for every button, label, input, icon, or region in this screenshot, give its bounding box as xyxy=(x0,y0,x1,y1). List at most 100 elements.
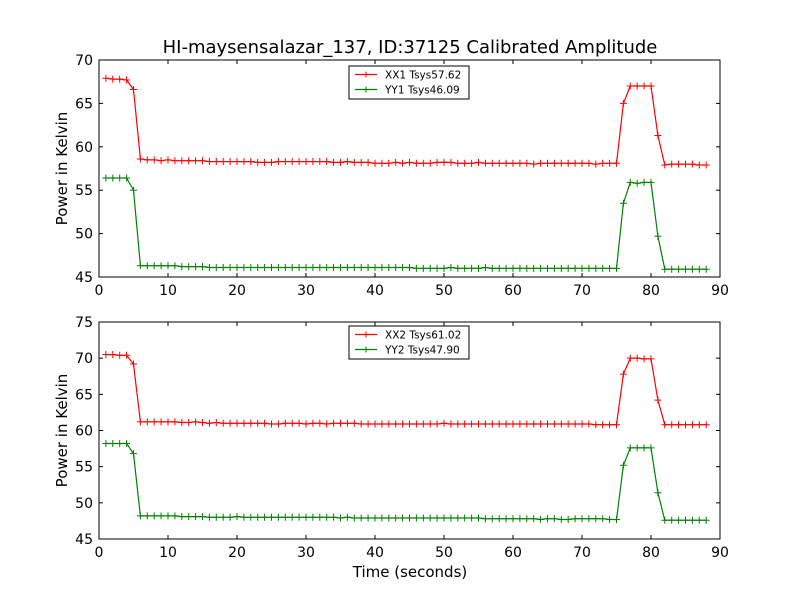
data-point xyxy=(288,513,296,521)
y-tick-label: 70 xyxy=(75,53,93,69)
data-point xyxy=(578,515,586,523)
data-point xyxy=(316,263,324,271)
y-tick-label: 70 xyxy=(75,351,93,367)
data-point xyxy=(502,264,510,272)
data-point xyxy=(530,420,538,428)
x-tick-label: 50 xyxy=(435,283,453,299)
data-point xyxy=(343,158,351,166)
data-point xyxy=(171,157,179,165)
data-point xyxy=(316,158,324,166)
data-point xyxy=(419,159,427,167)
data-point xyxy=(116,75,124,83)
data-point xyxy=(419,514,427,522)
data-point xyxy=(185,419,193,427)
data-point xyxy=(564,420,572,428)
data-point xyxy=(268,420,275,428)
data-point xyxy=(502,420,510,428)
data-point xyxy=(475,420,482,428)
data-point xyxy=(323,158,331,166)
data-point xyxy=(440,264,448,272)
data-point xyxy=(606,159,614,167)
data-point xyxy=(481,515,489,523)
data-point xyxy=(399,420,407,428)
data-point xyxy=(592,421,600,429)
data-point xyxy=(205,263,213,271)
data-point xyxy=(544,264,551,272)
data-point xyxy=(592,264,600,272)
data-point xyxy=(688,265,696,273)
data-point xyxy=(281,158,289,166)
data-point xyxy=(136,512,144,520)
data-point xyxy=(330,513,338,521)
data-point xyxy=(550,264,558,272)
data-point xyxy=(309,513,317,521)
data-point xyxy=(509,159,517,167)
data-point xyxy=(668,265,676,273)
data-point xyxy=(219,513,227,521)
data-point xyxy=(337,158,344,166)
data-point xyxy=(357,420,365,428)
data-point xyxy=(550,159,558,167)
data-point xyxy=(585,264,593,272)
data-point xyxy=(578,159,586,167)
legend-marker xyxy=(363,71,369,78)
data-point xyxy=(702,516,710,524)
data-point xyxy=(288,158,296,166)
y-tick-label: 55 xyxy=(75,460,93,476)
data-point xyxy=(447,420,455,428)
data-point xyxy=(675,265,683,273)
data-point xyxy=(385,420,393,428)
data-point xyxy=(385,159,393,167)
data-point xyxy=(178,513,186,521)
data-point xyxy=(585,515,593,523)
data-point xyxy=(274,158,282,166)
plot-frame xyxy=(98,59,721,278)
data-point xyxy=(668,516,676,524)
data-point xyxy=(102,440,110,448)
legend-box xyxy=(348,325,470,360)
data-point xyxy=(219,419,227,427)
data-point xyxy=(178,157,186,165)
data-point xyxy=(136,155,144,163)
data-point xyxy=(550,420,558,428)
data-point xyxy=(412,514,420,522)
data-point xyxy=(488,515,496,523)
data-point xyxy=(488,159,496,167)
data-point xyxy=(212,419,220,427)
y-tick-label: 45 xyxy=(75,270,93,286)
data-point xyxy=(516,420,524,428)
y-tick-label: 45 xyxy=(75,532,93,548)
data-point xyxy=(192,513,200,521)
data-point xyxy=(516,515,524,523)
data-point xyxy=(378,263,386,271)
data-point xyxy=(654,132,662,140)
data-point xyxy=(475,514,482,522)
data-point xyxy=(136,418,144,426)
data-point xyxy=(323,513,331,521)
data-point xyxy=(226,513,234,521)
data-point xyxy=(433,420,441,428)
data-point xyxy=(633,82,641,90)
data-point xyxy=(123,440,131,448)
data-point xyxy=(130,450,137,458)
data-point xyxy=(199,513,206,521)
data-point xyxy=(626,354,634,362)
data-point xyxy=(323,263,331,271)
data-point xyxy=(192,263,200,271)
data-point xyxy=(626,178,634,186)
data-point xyxy=(495,515,503,523)
data-point xyxy=(247,158,255,166)
data-point xyxy=(557,420,565,428)
data-point xyxy=(661,516,669,524)
y-tick-label: 60 xyxy=(75,424,93,440)
data-point xyxy=(647,444,655,452)
data-point xyxy=(171,262,179,270)
data-point xyxy=(316,419,324,427)
data-point xyxy=(130,186,137,194)
data-point xyxy=(123,76,131,84)
data-point xyxy=(544,159,551,167)
data-point xyxy=(564,515,572,523)
data-point xyxy=(461,264,469,272)
data-point xyxy=(613,159,620,167)
data-point xyxy=(468,159,476,167)
